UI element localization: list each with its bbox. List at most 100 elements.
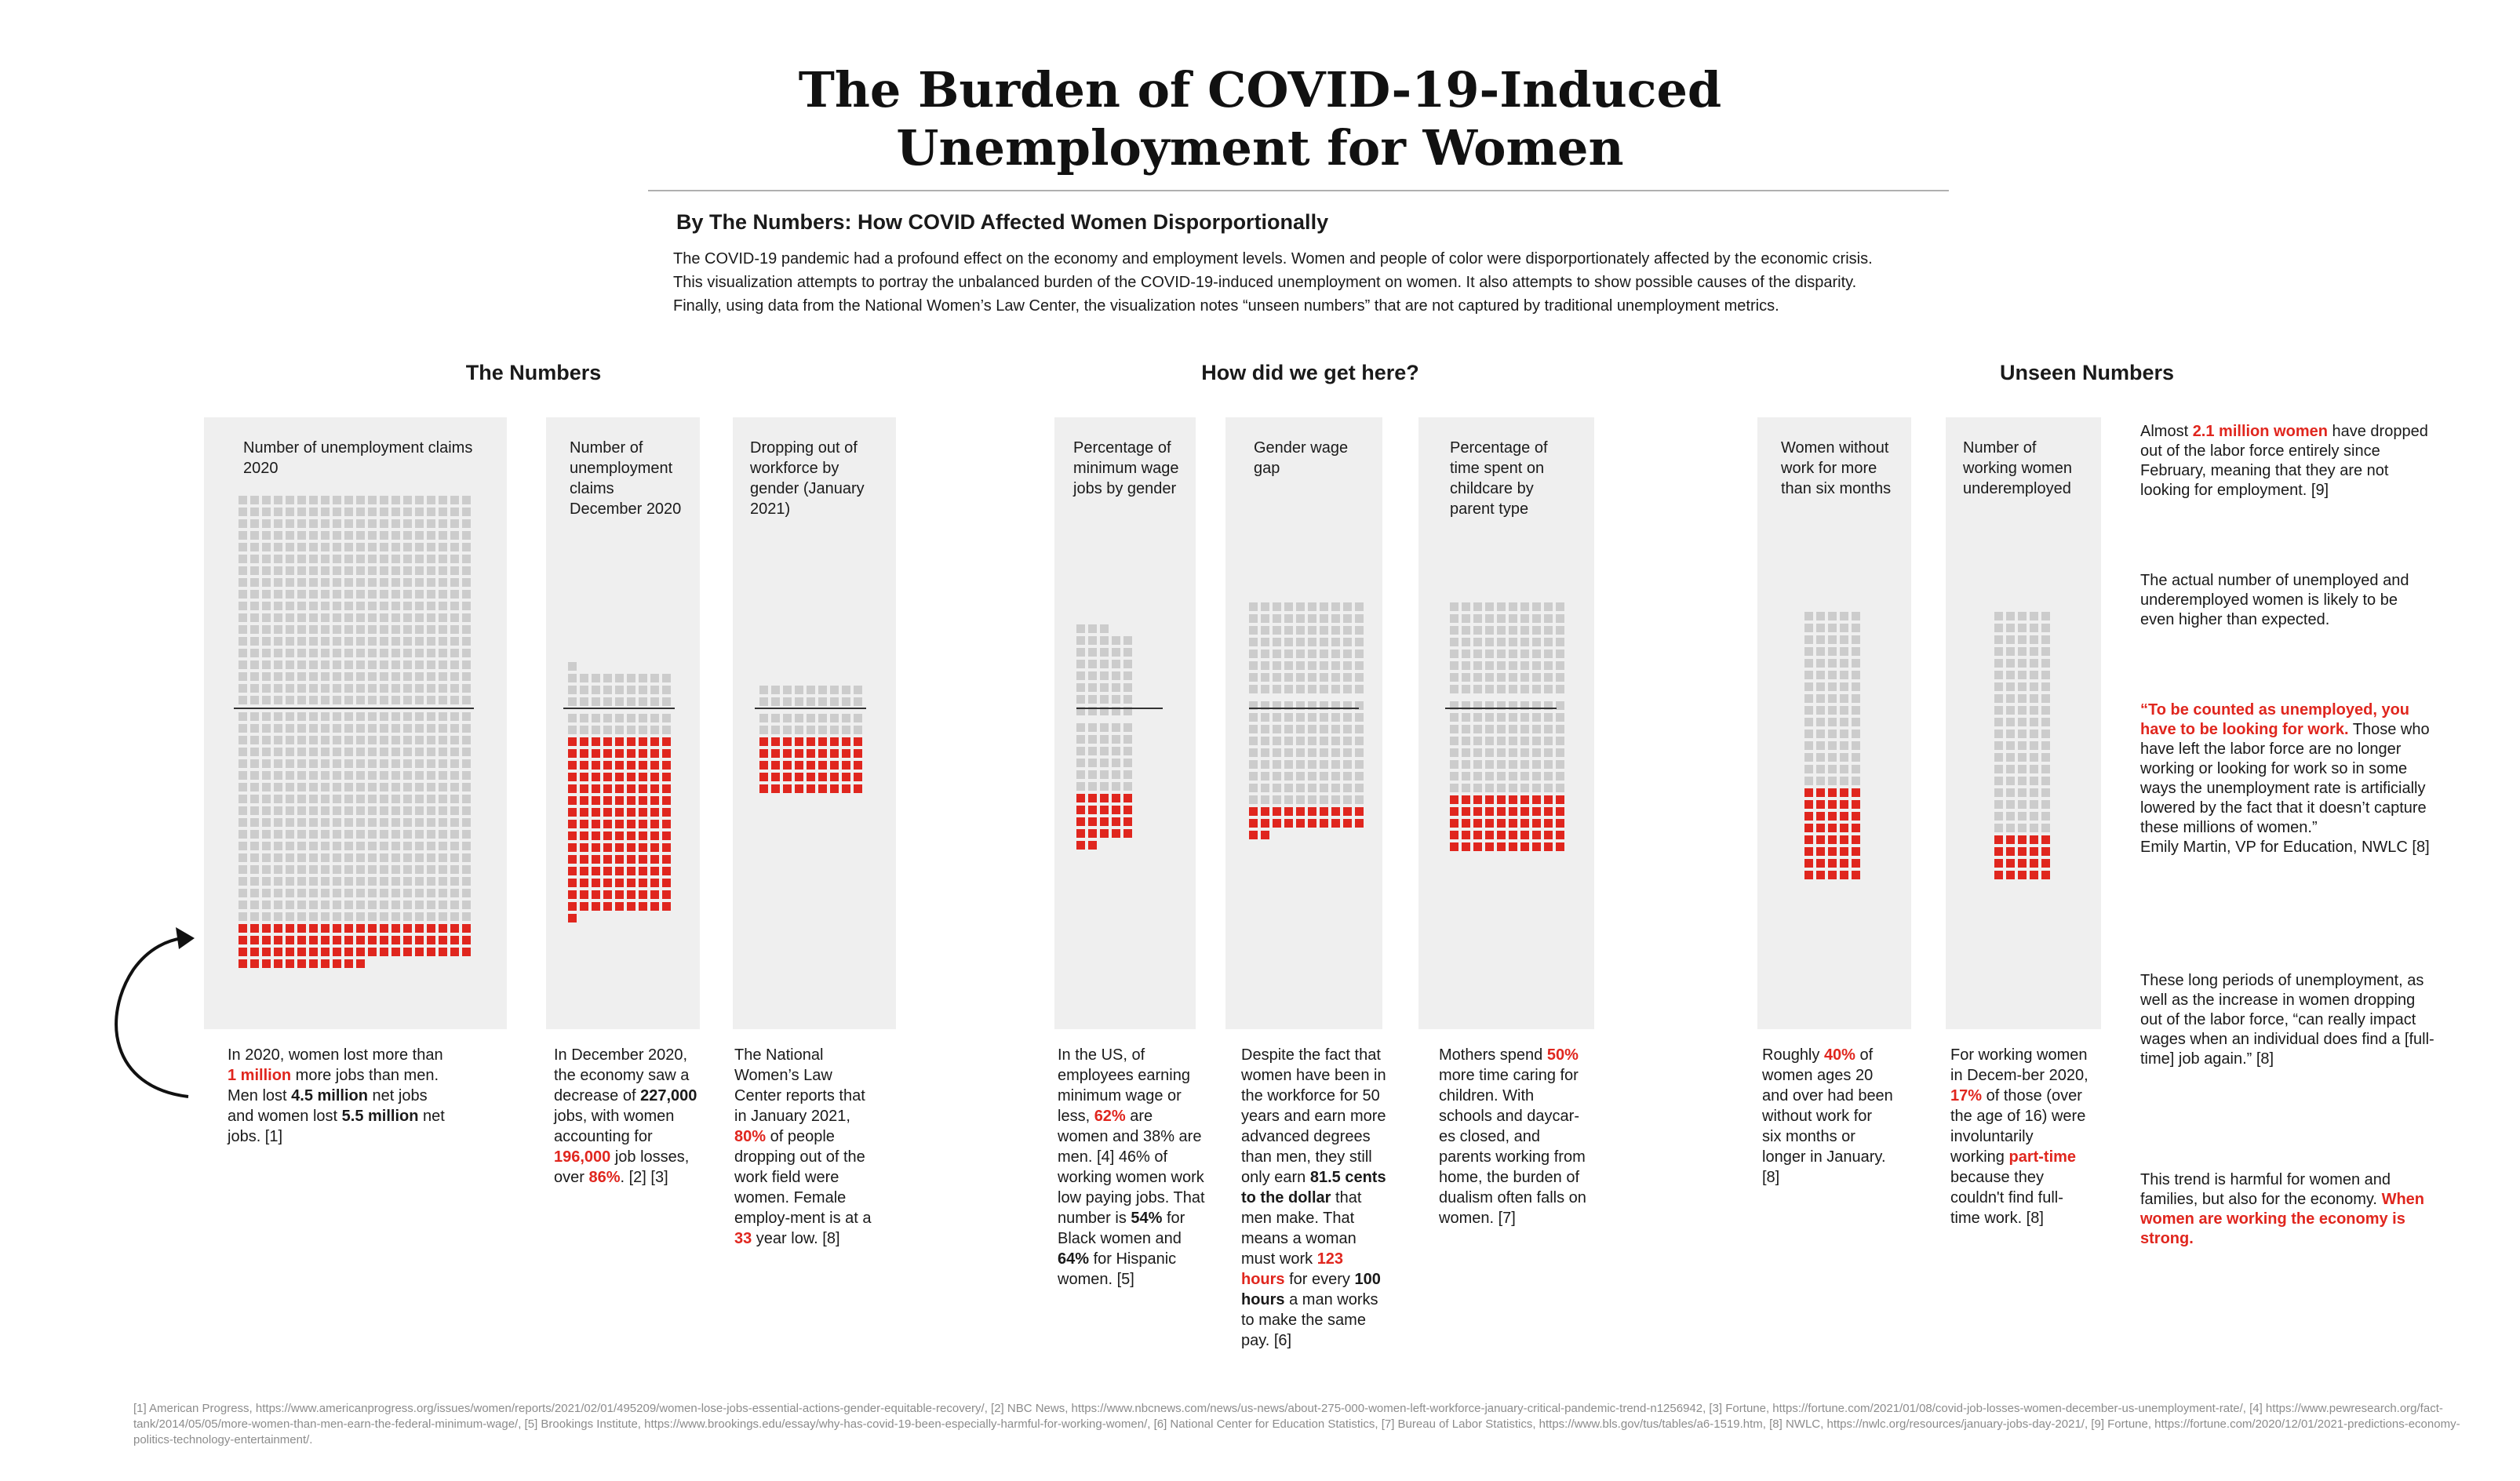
waffle-cell (427, 578, 435, 587)
waffle-cell (309, 543, 318, 551)
waffle-cell (603, 697, 612, 706)
waffle-cell-highlight (1804, 812, 1813, 821)
waffle-cell (391, 519, 400, 528)
waffle-cell (1076, 782, 1085, 791)
waffle-cell-highlight (1088, 806, 1097, 814)
waffle-cell-highlight (1462, 807, 1470, 816)
waffle-cell (274, 759, 282, 768)
waffle-cell-highlight (639, 820, 647, 828)
waffle-cell (403, 853, 412, 862)
waffle-cell (1804, 624, 1813, 632)
waffle-cell (1556, 713, 1564, 722)
waffle-cell (1123, 648, 1132, 657)
waffle-cell-highlight (321, 959, 330, 968)
waffle-cell-highlight (615, 879, 624, 887)
waffle-cell-highlight (1485, 842, 1494, 851)
waffle-cell (2030, 635, 2038, 644)
waffle-cell (380, 901, 388, 909)
waffle-cell-highlight (1828, 800, 1837, 809)
title-divider (648, 190, 1949, 191)
waffle-cell (1462, 701, 1470, 710)
waffle-cell (1320, 760, 1328, 769)
waffle-cell (344, 724, 353, 733)
waffle-cell (2030, 671, 2038, 679)
waffle-cell-highlight (580, 820, 588, 828)
waffle-cell (309, 830, 318, 839)
waffle-divider (1249, 708, 1359, 709)
waffle-cell-highlight (1497, 795, 1506, 804)
waffle-cell (297, 543, 306, 551)
waffle-cell-highlight (818, 784, 827, 793)
waffle-cell (309, 901, 318, 909)
waffle-cell-highlight (662, 890, 671, 899)
waffle-cell (439, 771, 447, 780)
waffle-cell (1532, 661, 1541, 670)
waffle-cell (1816, 659, 1825, 668)
waffle-cell (2006, 753, 2015, 762)
waffle-cell (1450, 650, 1458, 658)
waffle-cell (662, 686, 671, 694)
waffle-cell (297, 508, 306, 516)
waffle-cell (2041, 682, 2050, 691)
waffle-cell (1343, 760, 1352, 769)
waffle-cell-highlight (603, 890, 612, 899)
waffle-cell (1343, 784, 1352, 792)
waffle-cell-highlight (603, 761, 612, 770)
waffle-cell (344, 684, 353, 693)
waffle-cell (391, 748, 400, 756)
waffle-cell (391, 806, 400, 815)
waffle-cell (1473, 626, 1482, 635)
waffle-cell (368, 865, 377, 874)
waffle-cell (1088, 683, 1097, 692)
waffle-cell (1331, 737, 1340, 745)
waffle-cell (344, 748, 353, 756)
waffle-cell (1556, 748, 1564, 757)
waffle-cell (439, 660, 447, 669)
waffle-cell (1308, 713, 1316, 722)
waffle-cell (391, 759, 400, 768)
waffle-cell (356, 566, 365, 575)
waffle-cell (274, 901, 282, 909)
waffle-cell-highlight (662, 761, 671, 770)
waffle-cell (286, 660, 294, 669)
waffle-cell (368, 578, 377, 587)
waffle-cell (650, 686, 659, 694)
waffle-cell-highlight (830, 761, 839, 770)
waffle-cell-highlight (1076, 794, 1085, 802)
waffle-cell (450, 759, 459, 768)
waffle-cell (250, 566, 259, 575)
waffle-cell (427, 602, 435, 610)
waffle-cell (321, 566, 330, 575)
waffle-cell (1840, 777, 1848, 785)
waffle-cell-highlight (391, 936, 400, 944)
waffle-cell-highlight (2030, 871, 2038, 879)
waffle-cell (1273, 784, 1281, 792)
waffle-cell-highlight (1532, 831, 1541, 839)
waffle-cell (1509, 626, 1517, 635)
waffle-cell (2006, 659, 2015, 668)
waffle-cell (1473, 784, 1482, 792)
waffle-cell-highlight (592, 890, 600, 899)
waffle-cell-highlight (274, 948, 282, 956)
waffle-cell (1450, 760, 1458, 769)
waffle-cell-highlight (1273, 807, 1281, 816)
waffle-cell (356, 806, 365, 815)
waffle-cell (439, 759, 447, 768)
waffle-cell (1520, 748, 1529, 757)
waffle-cell-highlight (1462, 795, 1470, 804)
waffle-cell (439, 649, 447, 657)
waffle-cell (427, 684, 435, 693)
waffle-cell (1485, 602, 1494, 611)
waffle-cell (274, 806, 282, 815)
waffle-cell (1296, 772, 1305, 781)
waffle-cell (1249, 673, 1258, 682)
waffle-cell (439, 736, 447, 744)
waffle-cell-highlight (1852, 788, 1860, 797)
waffle-cell (333, 696, 341, 704)
waffle-cell (1497, 673, 1506, 682)
waffle-cell (1852, 671, 1860, 679)
waffle-cell (262, 877, 271, 886)
waffle-cell-highlight (2041, 835, 2050, 844)
waffle-cell (286, 613, 294, 622)
waffle-cell (1462, 602, 1470, 611)
